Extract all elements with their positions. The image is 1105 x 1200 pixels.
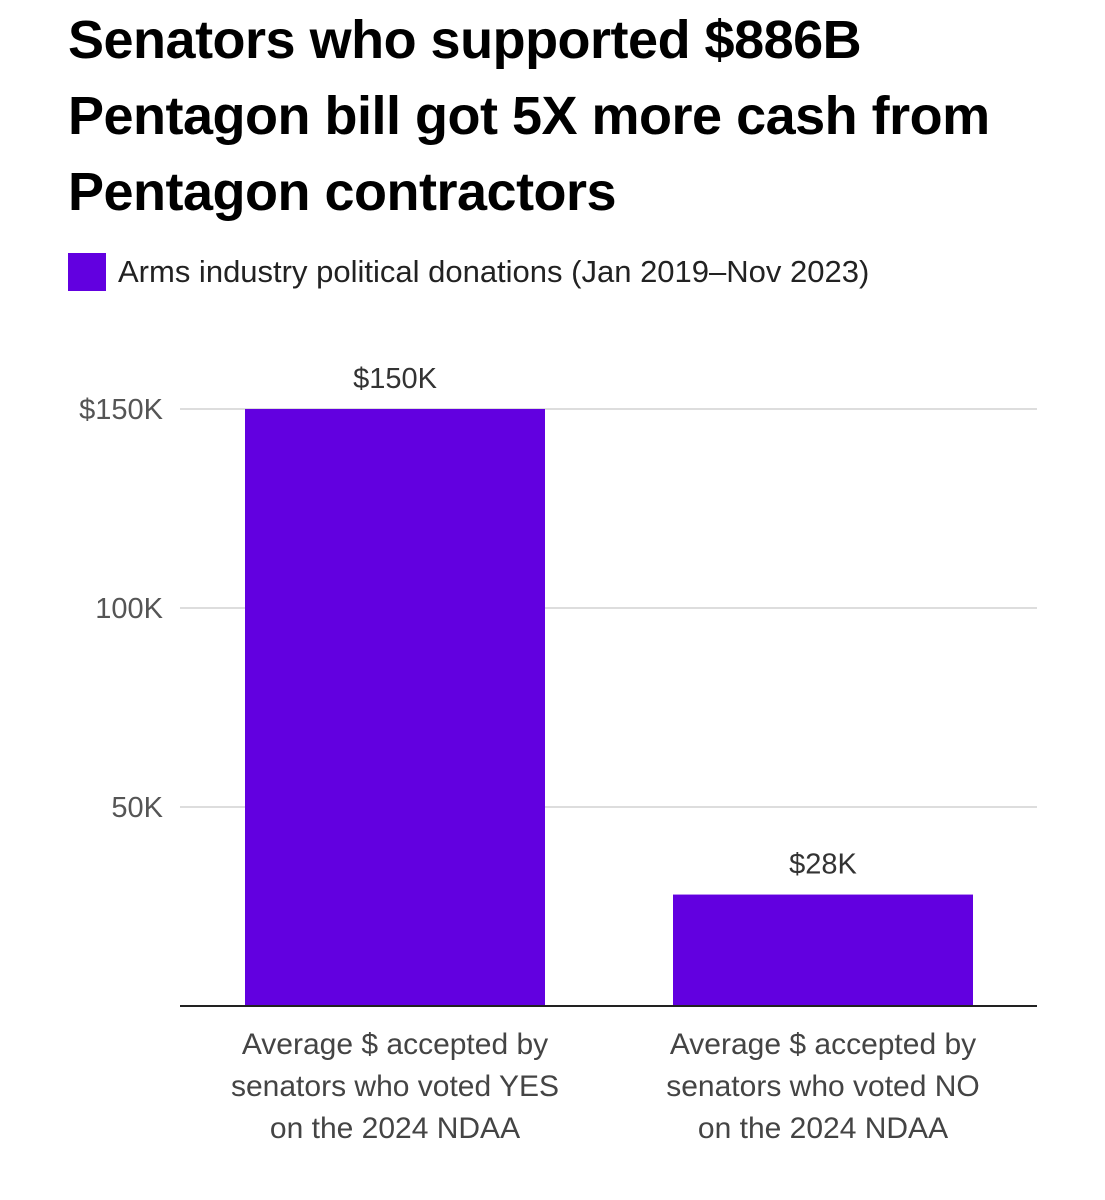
bar — [245, 409, 545, 1006]
x-tick-label-line: senators who voted NO — [666, 1070, 980, 1103]
x-tick-label: Average $ accepted by senators who voted … — [231, 1028, 559, 1145]
chart-title: Senators who supported $886B Pentagon bi… — [68, 10, 990, 222]
legend-label: Arms industry political donations (Jan 2… — [118, 254, 870, 289]
legend-swatch — [68, 253, 106, 291]
y-tick-label: 100K — [95, 593, 163, 625]
x-tick-label-line: Average $ accepted by — [242, 1028, 548, 1061]
x-tick-label-line: on the 2024 NDAA — [698, 1112, 948, 1145]
x-tick-label: Average $ accepted by senators who voted … — [666, 1028, 980, 1145]
data-labels: $150K $28K — [353, 363, 857, 881]
data-label: $28K — [789, 849, 857, 881]
legend: Arms industry political donations (Jan 2… — [68, 251, 869, 293]
bar — [673, 894, 973, 1006]
data-label: $150K — [353, 363, 438, 395]
x-tick-label-line: Average $ accepted by — [670, 1028, 976, 1061]
y-tick-label: 50K — [111, 792, 163, 824]
y-tick-label: $150K — [79, 394, 164, 426]
x-tick-label-line: senators who voted YES — [231, 1070, 559, 1103]
x-axis-tick-labels: Average $ accepted by senators who voted … — [231, 1028, 980, 1145]
bars — [245, 409, 973, 1006]
y-axis-tick-labels: 50K 100K $150K — [79, 394, 164, 824]
x-tick-label-line: on the 2024 NDAA — [270, 1112, 520, 1145]
